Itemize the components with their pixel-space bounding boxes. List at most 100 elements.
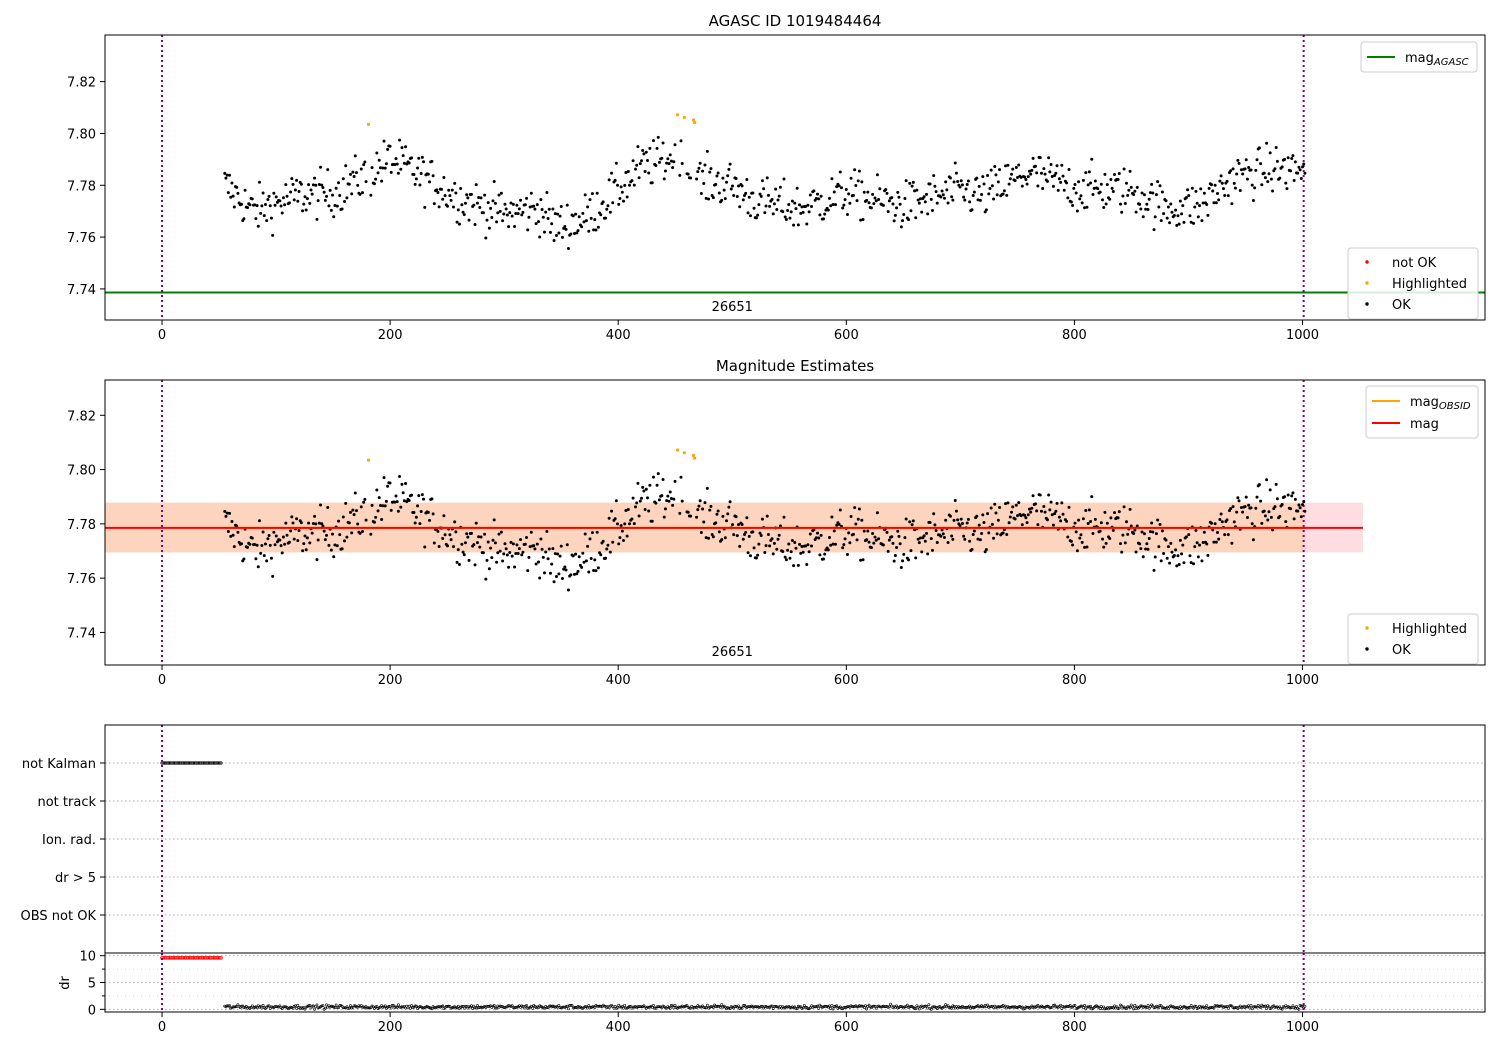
mid-ok-point (593, 558, 597, 562)
top-ok-point (1160, 190, 1164, 194)
top-y-tick-label: 7.76 (67, 231, 96, 246)
mid-ok-point (638, 499, 642, 503)
top-ok-point (436, 190, 440, 194)
top-ok-point (1086, 183, 1090, 187)
top-ok-point (799, 211, 803, 215)
top-ok-point (1292, 179, 1296, 183)
top-ok-point (1293, 160, 1297, 164)
top-legend-marker (1365, 302, 1369, 306)
mid-ok-point (705, 486, 709, 490)
mid-ok-point (838, 508, 842, 512)
top-ok-point (1087, 170, 1091, 174)
top-ok-point (904, 179, 908, 183)
dr-point (314, 1005, 318, 1009)
top-ok-point (734, 176, 738, 180)
top-ok-point (841, 206, 845, 210)
mid-ok-point (407, 499, 411, 503)
dr-point (741, 1004, 745, 1007)
dr-point (413, 1004, 417, 1008)
mid-ok-point (495, 560, 499, 564)
dr-point (864, 1004, 867, 1008)
mid-ok-point (285, 533, 289, 537)
top-ok-point (535, 203, 539, 207)
top-ok-point (704, 196, 708, 200)
mid-ok-point (642, 489, 646, 493)
mid-ok-point (654, 501, 658, 505)
dr-point (1048, 1006, 1052, 1010)
top-ok-point (386, 147, 390, 151)
top-ok-point (774, 187, 778, 191)
mid-ok-point (605, 547, 609, 551)
top-ok-point (1010, 172, 1014, 176)
top-ok-point (1148, 191, 1152, 195)
top-ok-point (874, 199, 878, 203)
dr-point (338, 1004, 342, 1008)
top-ok-point (262, 214, 266, 218)
top-ok-point (1116, 178, 1120, 182)
top-ok-point (1154, 193, 1158, 197)
mid-ok-point (1158, 522, 1162, 526)
mid-ok-point (855, 538, 859, 542)
top-ok-point (608, 210, 612, 214)
dr-capped-point (219, 956, 223, 960)
dr-point (335, 1006, 339, 1009)
dr-point (1117, 1006, 1121, 1010)
mid-ok-point (608, 550, 612, 554)
mid-ok-point (933, 523, 937, 527)
top-ok-point (847, 192, 851, 196)
dr-point (1068, 1004, 1072, 1007)
dr-point (240, 1004, 243, 1008)
mid-ok-point (1237, 499, 1241, 503)
mid-ok-point (389, 508, 393, 512)
dr-point (944, 1003, 948, 1007)
top-y-tick-label: 7.80 (67, 127, 96, 142)
mid-ok-point (564, 568, 568, 572)
mid-ok-point (404, 481, 408, 485)
top-ok-point (709, 167, 713, 171)
top-ok-point (763, 211, 767, 215)
top-ok-point (901, 219, 905, 223)
top-ok-point (326, 168, 330, 172)
top-legend-label: Highlighted (1392, 277, 1467, 292)
top-ok-point (274, 195, 278, 199)
mid-ok-point (513, 565, 517, 569)
top-ok-point (1237, 161, 1241, 165)
top-ok-point (746, 211, 750, 215)
dr-x-tick-label: 1000 (1286, 1020, 1319, 1035)
top-ok-point (822, 217, 826, 221)
dr-point (1170, 1005, 1174, 1009)
mid-ok-point (523, 542, 527, 546)
mid-ok-point (1006, 501, 1010, 505)
top-ok-point (1221, 187, 1225, 191)
mid-legend-marker (1365, 647, 1369, 651)
top-ok-point (726, 174, 730, 178)
mid-ok-point (679, 475, 683, 479)
dr-point (832, 1005, 836, 1008)
dr-point (320, 1004, 324, 1008)
mid-ok-point (1303, 509, 1307, 513)
mid-ok-point (1230, 541, 1234, 545)
top-ok-point (1140, 191, 1144, 195)
top-ok-point (1169, 202, 1173, 206)
mid-ok-point (507, 565, 511, 569)
top-ok-point (989, 168, 993, 172)
dr-point (1212, 1006, 1216, 1010)
top-ok-point (859, 218, 863, 222)
mid-ok-point (1098, 529, 1102, 533)
mid-ok-point (728, 500, 732, 504)
top-ok-point (873, 196, 877, 200)
dr-point (703, 1006, 707, 1010)
flag-point (218, 761, 222, 765)
mid-ok-point (499, 530, 503, 534)
top-ok-point (467, 218, 471, 222)
mid-ok-point (1104, 541, 1108, 545)
top-ok-point (1219, 174, 1223, 178)
dr-point (234, 1005, 237, 1009)
top-ok-point (547, 207, 551, 211)
dr-point (283, 1005, 287, 1009)
mid-x-tick-label: 600 (834, 673, 859, 688)
top-highlighted-point (691, 118, 696, 122)
top-ok-point (669, 159, 673, 163)
dr-point (852, 1005, 855, 1009)
dr-point (672, 1006, 676, 1010)
